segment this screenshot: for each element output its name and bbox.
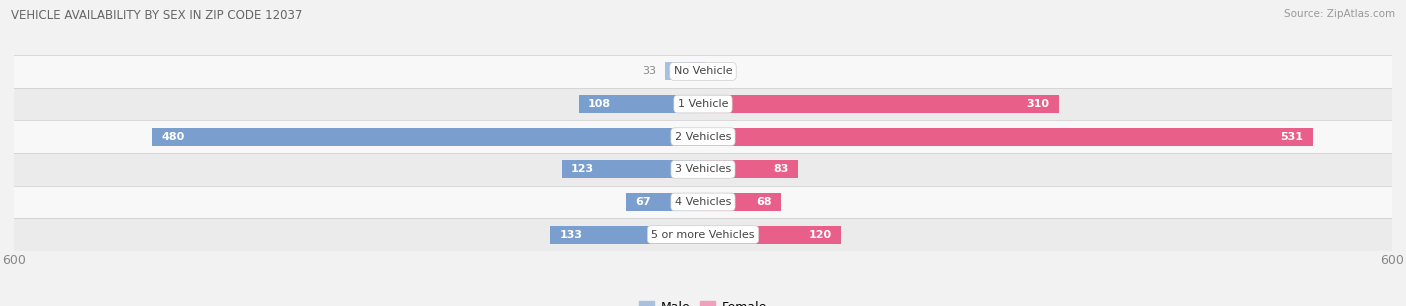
Bar — [703, 160, 799, 178]
Bar — [703, 128, 1313, 146]
Text: 133: 133 — [560, 230, 582, 240]
Text: 83: 83 — [773, 164, 789, 174]
Legend: Male, Female: Male, Female — [634, 296, 772, 306]
Bar — [550, 226, 703, 244]
Text: 108: 108 — [588, 99, 612, 109]
Text: 3 Vehicles: 3 Vehicles — [675, 164, 731, 174]
Bar — [703, 226, 841, 244]
Text: 4 Vehicles: 4 Vehicles — [675, 197, 731, 207]
Bar — [152, 128, 703, 146]
Text: 480: 480 — [162, 132, 184, 142]
Text: 2 Vehicles: 2 Vehicles — [675, 132, 731, 142]
Bar — [14, 218, 1392, 251]
Text: Source: ZipAtlas.com: Source: ZipAtlas.com — [1284, 9, 1395, 19]
Text: 1 Vehicle: 1 Vehicle — [678, 99, 728, 109]
Text: 310: 310 — [1026, 99, 1050, 109]
Bar — [14, 88, 1392, 120]
Bar — [665, 62, 703, 80]
Text: No Vehicle: No Vehicle — [673, 66, 733, 76]
Bar — [626, 193, 703, 211]
Bar — [579, 95, 703, 113]
Text: 5 or more Vehicles: 5 or more Vehicles — [651, 230, 755, 240]
Bar — [703, 62, 706, 80]
Bar — [703, 95, 1059, 113]
Text: 68: 68 — [756, 197, 772, 207]
Text: 531: 531 — [1281, 132, 1303, 142]
Bar — [562, 160, 703, 178]
Text: VEHICLE AVAILABILITY BY SEX IN ZIP CODE 12037: VEHICLE AVAILABILITY BY SEX IN ZIP CODE … — [11, 9, 302, 22]
Bar — [14, 153, 1392, 186]
Text: 123: 123 — [571, 164, 595, 174]
Text: 3: 3 — [716, 66, 723, 76]
Text: 120: 120 — [808, 230, 831, 240]
Bar — [14, 55, 1392, 88]
Bar — [14, 120, 1392, 153]
Text: 33: 33 — [643, 66, 657, 76]
Bar — [14, 186, 1392, 218]
Text: 67: 67 — [636, 197, 651, 207]
Bar — [703, 193, 782, 211]
